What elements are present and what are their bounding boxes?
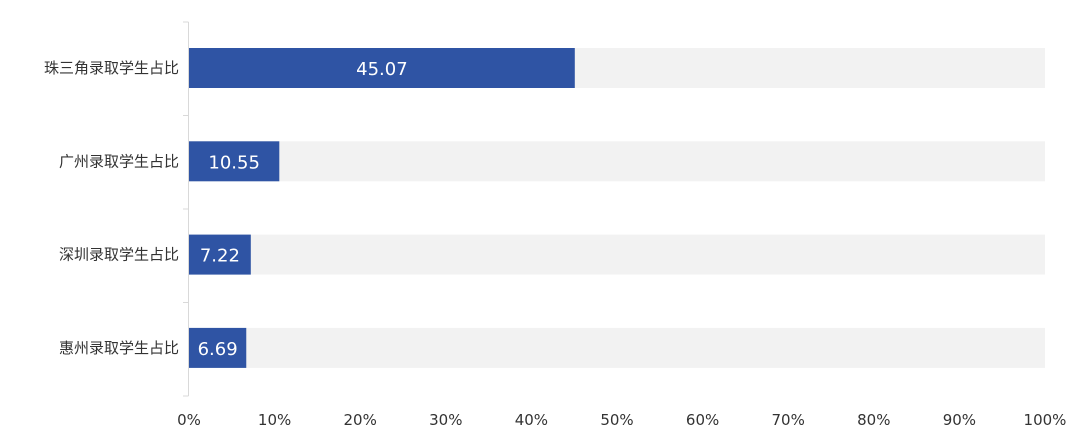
x-tick-label: 40% — [515, 411, 548, 429]
category-label: 广州录取学生占比 — [59, 152, 179, 170]
x-tick-label: 60% — [686, 411, 719, 429]
x-tick-label: 10% — [258, 411, 291, 429]
x-tick-label: 70% — [772, 411, 805, 429]
x-tick-label: 0% — [177, 411, 201, 429]
x-tick-label: 90% — [943, 411, 976, 429]
data-label: 7.22 — [200, 246, 240, 267]
bar — [189, 234, 251, 275]
x-tick-label: 100% — [1024, 411, 1067, 429]
x-tick-label: 30% — [429, 411, 462, 429]
category-label: 珠三角录取学生占比 — [44, 59, 179, 77]
bar-track — [189, 141, 1045, 182]
bar-track — [189, 234, 1045, 275]
category-label: 深圳录取学生占比 — [59, 246, 179, 264]
data-label: 45.07 — [356, 59, 408, 80]
category-label: 惠州录取学生占比 — [59, 339, 179, 357]
bar-track — [189, 327, 1045, 368]
bar — [189, 141, 280, 182]
data-label: 6.69 — [198, 339, 238, 360]
data-label: 10.55 — [208, 152, 260, 173]
x-tick-label: 50% — [600, 411, 633, 429]
bar — [189, 327, 247, 368]
x-tick-label: 80% — [857, 411, 890, 429]
bar — [189, 48, 575, 88]
x-tick-label: 20% — [344, 411, 377, 429]
